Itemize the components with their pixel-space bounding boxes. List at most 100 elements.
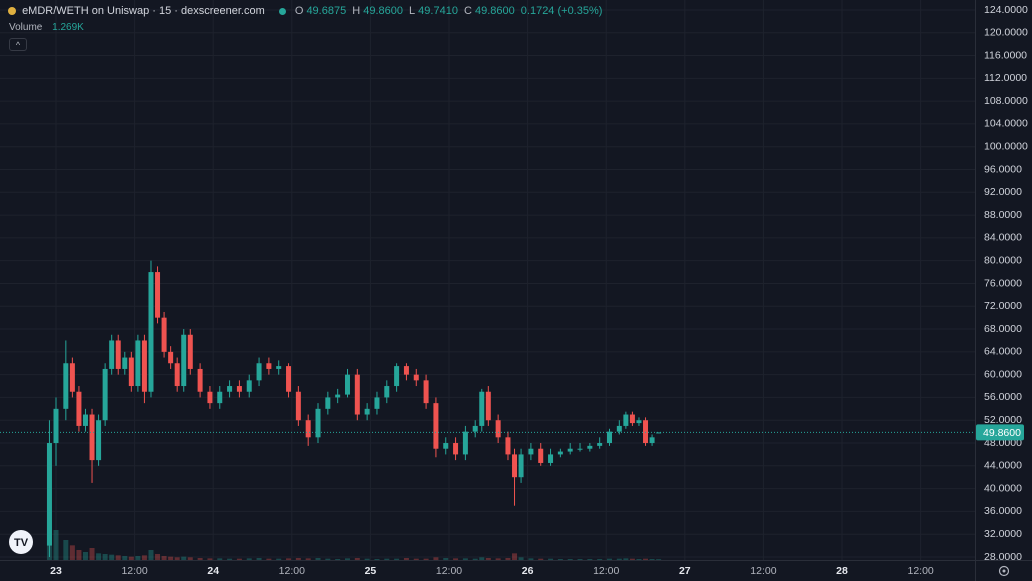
volume-bar	[89, 548, 95, 560]
ohlc-label: O	[294, 5, 304, 17]
x-tick-label: 24	[207, 565, 219, 577]
candle-body	[197, 368, 203, 392]
candle-body	[89, 414, 95, 461]
collapse-button[interactable]: ^	[9, 38, 27, 51]
candle-body	[649, 437, 655, 444]
candle-body	[325, 397, 331, 409]
candle-body	[96, 420, 102, 461]
volume-bar	[636, 559, 642, 560]
volume-bar	[453, 558, 459, 560]
y-tick-label: 56.0000	[984, 391, 1022, 403]
candle-body	[629, 414, 635, 424]
candle-body	[128, 357, 134, 387]
x-tick-label: 26	[522, 565, 534, 577]
volume-bar	[567, 559, 573, 560]
candle-body	[295, 391, 301, 421]
volume-bar	[128, 556, 134, 560]
y-tick-label: 104.0000	[984, 118, 1028, 130]
volume-bar	[394, 558, 400, 560]
volume-bar	[102, 554, 108, 560]
status-dot	[278, 7, 286, 15]
volume-bar	[462, 558, 468, 560]
volume-bar	[479, 557, 485, 560]
y-tick-label: 68.0000	[984, 323, 1022, 335]
candle-body	[512, 454, 518, 478]
volume-bar	[96, 553, 102, 560]
candle-body	[122, 357, 128, 369]
candle-body	[548, 454, 554, 463]
candle-body	[256, 363, 262, 381]
header: eMDR/WETH on Uniswap · 15 · dexscreener.…	[8, 5, 605, 17]
y-tick-label: 72.0000	[984, 300, 1022, 312]
candle-body	[315, 408, 321, 438]
candle-body	[479, 391, 485, 426]
volume-bar	[443, 558, 449, 560]
candle-body	[472, 425, 478, 432]
candle-body	[616, 425, 622, 432]
volume-bar	[63, 540, 69, 560]
volume-bar	[82, 552, 88, 560]
y-tick-label: 112.0000	[984, 72, 1027, 84]
volume-bar	[354, 558, 360, 560]
ohlc-label: C	[464, 5, 472, 17]
volume-bar	[344, 558, 350, 560]
candle-body	[453, 443, 459, 455]
volume-bar	[109, 554, 115, 560]
candle-body	[174, 363, 180, 387]
volume-bar	[168, 556, 174, 560]
y-tick-label: 44.0000	[984, 460, 1022, 472]
volume-bar	[246, 558, 252, 560]
last-price-label: 49.8600	[983, 427, 1021, 439]
candle-body	[394, 366, 400, 387]
y-tick-label: 84.0000	[984, 232, 1022, 244]
candle-body	[76, 391, 82, 426]
candle-body	[623, 414, 629, 426]
candle-body	[135, 340, 141, 387]
y-tick-label: 52.0000	[984, 414, 1022, 426]
ohlc-label: H	[352, 5, 361, 17]
volume-bar	[236, 558, 242, 560]
grid	[0, 0, 975, 560]
x-tick-label: 28	[836, 565, 848, 577]
x-tick-label: 23	[50, 565, 62, 577]
y-tick-label: 124.0000	[984, 4, 1028, 16]
volume-bar	[141, 555, 147, 560]
y-tick-label: 76.0000	[984, 277, 1022, 289]
y-tick-label: 32.0000	[984, 528, 1022, 540]
candle-body	[528, 448, 534, 455]
volume-bar	[305, 558, 311, 560]
y-tick-label: 120.0000	[984, 27, 1028, 39]
candle-body	[656, 432, 662, 434]
candle-body	[433, 403, 439, 449]
x-tick-label: 12:00	[121, 565, 147, 577]
ohlc-value: 49.8600	[474, 5, 515, 17]
last-price-box	[976, 424, 1024, 441]
candle-body	[495, 420, 501, 438]
y-tick-label: 60.0000	[984, 368, 1022, 380]
candle-body	[63, 363, 69, 409]
volume-bar	[115, 555, 121, 560]
volume-bar	[623, 558, 629, 560]
candle-body	[148, 272, 154, 392]
volume-bar	[295, 558, 301, 560]
y-tick-label: 40.0000	[984, 482, 1022, 494]
candle-body	[286, 366, 292, 392]
volume-bar	[629, 558, 635, 560]
candle-body	[403, 366, 409, 375]
x-tick-label: 27	[679, 565, 691, 577]
candle-body	[305, 420, 311, 438]
settings-icon[interactable]	[998, 565, 1010, 577]
token-icon	[8, 7, 16, 16]
ohlc-value: 49.7410	[418, 5, 458, 17]
x-tick-label: 12:00	[907, 565, 933, 577]
volume-bar	[276, 558, 282, 560]
volume-bar	[217, 558, 223, 560]
volume-bar	[433, 557, 439, 560]
volume-bar	[538, 558, 544, 560]
candle-body	[236, 386, 242, 392]
volume-bar	[266, 558, 272, 560]
volume-name: Volume	[9, 22, 43, 33]
y-tick-label: 88.0000	[984, 209, 1022, 221]
candle-body	[276, 366, 282, 369]
